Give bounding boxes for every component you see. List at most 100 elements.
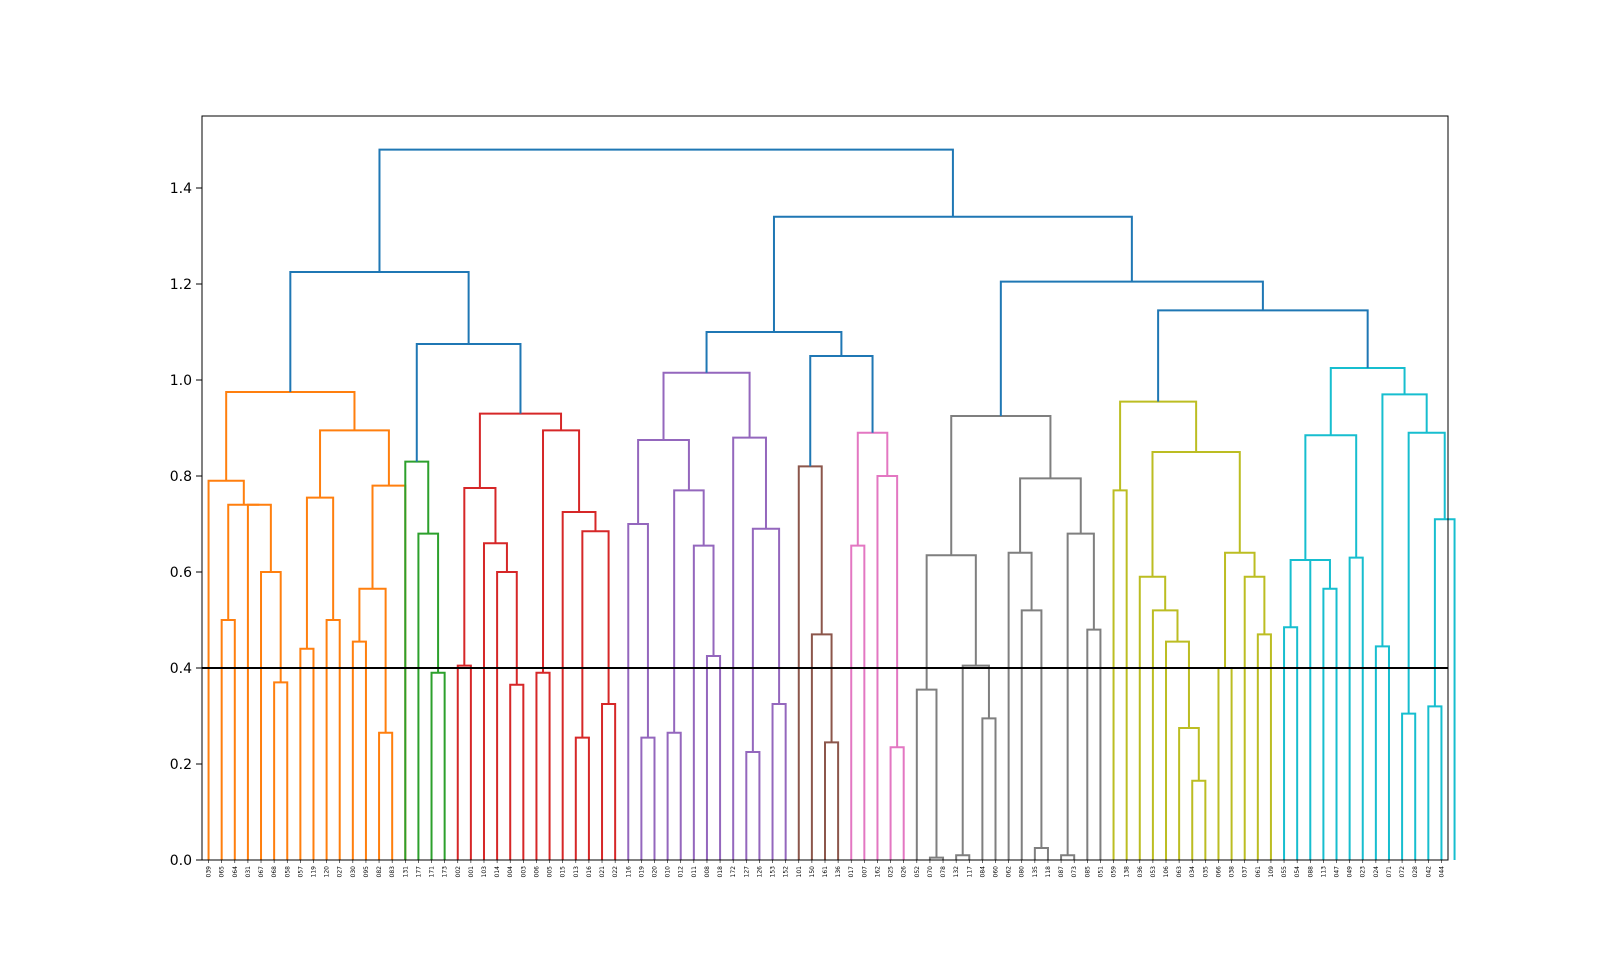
leaf-label: 061 xyxy=(1255,866,1262,878)
leaf-label: 068 xyxy=(271,866,278,878)
dendrogram-link xyxy=(1289,559,1321,628)
leaf-label: 038 xyxy=(1229,866,1236,878)
leaf-label: 118 xyxy=(1045,866,1052,878)
leaf-label: 002 xyxy=(455,866,462,878)
leaf-label: 008 xyxy=(704,866,711,878)
y-tick-label: 1.0 xyxy=(170,373,192,389)
leaf-label: 025 xyxy=(888,866,895,878)
leaf-label: 172 xyxy=(730,866,737,878)
leaf-label: 017 xyxy=(848,866,855,878)
leaf-label: 177 xyxy=(415,866,422,878)
leaf-label: 027 xyxy=(337,866,344,878)
leaf-label: 072 xyxy=(1399,866,1406,878)
leaf-label: 084 xyxy=(979,866,986,878)
y-tick-label: 0.6 xyxy=(170,565,192,581)
y-tick-label: 1.4 xyxy=(170,181,192,197)
leaf-label: 173 xyxy=(442,866,449,878)
leaf-label: 067 xyxy=(258,866,265,878)
y-tick-label: 0.2 xyxy=(170,757,192,773)
leaf-label: 064 xyxy=(232,866,239,878)
leaf-label: 013 xyxy=(573,866,580,878)
leaf-label: 080 xyxy=(1019,866,1026,878)
dendrogram-link xyxy=(227,503,260,620)
leaf-label: 044 xyxy=(1438,866,1445,878)
leaf-label: 011 xyxy=(691,866,698,878)
leaf-label: 085 xyxy=(1084,866,1091,878)
leaf-label: 065 xyxy=(219,866,226,878)
leaf-label: 171 xyxy=(429,866,436,878)
leaf-label: 018 xyxy=(717,866,724,878)
leaf-label: 150 xyxy=(809,866,816,878)
leaf-label: 063 xyxy=(1176,866,1183,878)
leaf-label: 028 xyxy=(1412,866,1419,878)
y-tick-label: 0.0 xyxy=(170,853,192,869)
leaf-label: 051 xyxy=(1097,866,1104,878)
leaf-label: 127 xyxy=(743,866,750,878)
leaf-label: 095 xyxy=(363,866,370,878)
leaf-label: 021 xyxy=(599,866,606,878)
x-axis-leaf-labels: 039 065 064 031 067 068 058 057 119 120 027 030 095 0… xyxy=(206,860,1445,878)
leaf-label: 039 xyxy=(206,866,213,878)
dendrogram-link xyxy=(378,148,954,272)
leaf-label: 073 xyxy=(1071,866,1078,878)
leaf-label: 053 xyxy=(1150,866,1157,878)
leaf-label: 153 xyxy=(770,866,777,878)
y-tick-label: 0.4 xyxy=(170,661,192,677)
y-tick-label: 0.8 xyxy=(170,469,192,485)
leaf-label: 026 xyxy=(901,866,908,878)
leaf-label: 058 xyxy=(284,866,291,878)
leaf-label: 117 xyxy=(966,866,973,878)
leaf-label: 030 xyxy=(350,866,357,878)
plot-frame xyxy=(201,115,1449,861)
leaf-label: 042 xyxy=(1425,866,1432,878)
leaf-label: 132 xyxy=(953,866,960,878)
leaf-label: 034 xyxy=(1189,866,1196,878)
leaf-label: 062 xyxy=(1006,866,1013,878)
leaf-label: 057 xyxy=(297,866,304,878)
leaf-label: 007 xyxy=(861,866,868,878)
leaf-label: 109 xyxy=(1268,866,1275,878)
leaf-label: 001 xyxy=(468,866,475,878)
leaf-label: 006 xyxy=(533,866,540,878)
y-axis: 0.0 0.2 0.4 0.6 0.8 1.0 1.2 1.4 xyxy=(170,181,202,869)
leaf-label: 126 xyxy=(756,866,763,878)
leaf-label: 052 xyxy=(914,866,921,878)
leaf-label: 078 xyxy=(940,866,947,878)
leaf-label: 101 xyxy=(796,866,803,878)
leaf-label: 049 xyxy=(1347,866,1354,878)
leaf-label: 152 xyxy=(783,866,790,878)
leaf-label: 162 xyxy=(874,866,881,878)
dendrogram-links xyxy=(207,148,1456,860)
leaf-label: 037 xyxy=(1242,866,1249,878)
leaf-label: 113 xyxy=(1320,866,1327,878)
leaf-label: 005 xyxy=(547,866,554,878)
leaf-label: 023 xyxy=(1360,866,1367,878)
leaf-label: 083 xyxy=(389,866,396,878)
leaf-label: 024 xyxy=(1373,866,1380,878)
leaf-label: 031 xyxy=(245,866,252,878)
leaf-label: 106 xyxy=(1163,866,1170,878)
leaf-label: 070 xyxy=(927,866,934,878)
leaf-label: 036 xyxy=(1137,866,1144,878)
leaf-label: 016 xyxy=(586,866,593,878)
leaf-label: 060 xyxy=(993,866,1000,878)
leaf-label: 022 xyxy=(612,866,619,878)
leaf-label: 136 xyxy=(835,866,842,878)
leaf-label: 012 xyxy=(678,866,685,878)
leaf-label: 059 xyxy=(1111,866,1118,878)
leaf-label: 161 xyxy=(822,866,829,878)
leaf-label: 116 xyxy=(625,866,632,878)
leaf-label: 020 xyxy=(651,866,658,878)
leaf-label: 047 xyxy=(1334,866,1341,878)
leaf-label: 088 xyxy=(1307,866,1314,878)
leaf-label: 135 xyxy=(1032,866,1039,878)
leaf-label: 120 xyxy=(324,866,331,878)
leaf-label: 019 xyxy=(638,866,645,878)
leaf-label: 119 xyxy=(310,866,317,878)
leaf-label: 014 xyxy=(494,866,501,878)
leaf-label: 138 xyxy=(1124,866,1131,878)
leaf-label: 071 xyxy=(1386,866,1393,878)
leaf-label: 103 xyxy=(481,866,488,878)
